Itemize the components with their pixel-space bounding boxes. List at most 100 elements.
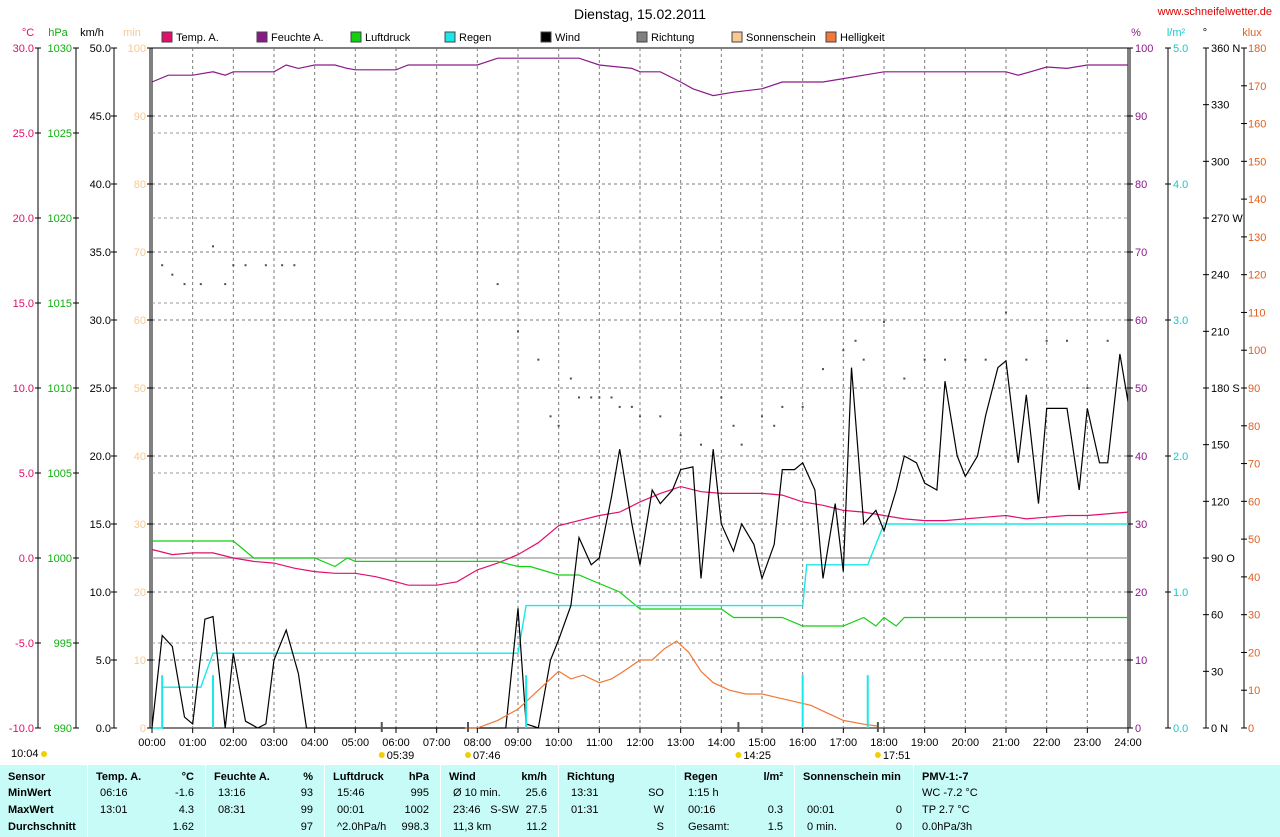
- legend-label: Temp. A.: [176, 32, 219, 44]
- stat-time: 00:16: [688, 804, 716, 816]
- stat-separator: [913, 765, 914, 837]
- rain-axis-tick-label: 3.0: [1173, 315, 1188, 327]
- direction-point: [659, 415, 662, 418]
- temp-axis-unit: °C: [22, 27, 34, 39]
- brightness-axis-tick-label: 150: [1248, 156, 1266, 168]
- humidity-axis-tick-label: 80: [1135, 179, 1147, 191]
- stat-value: 995: [410, 787, 429, 799]
- pressure-axis-tick-label: 1005: [48, 468, 72, 480]
- direction-axis-tick-label: 0 N: [1211, 723, 1228, 735]
- legend-label: Helligkeit: [840, 32, 885, 44]
- direction-point: [903, 377, 906, 380]
- direction-point: [781, 405, 784, 408]
- legend: Temp. A. Feuchte A. Luftdruck Regen Wind Rich…: [161, 31, 885, 44]
- time-label: 16:00: [789, 737, 817, 749]
- direction-point: [854, 339, 857, 342]
- stat-value: 11.2: [526, 821, 547, 833]
- stat-value: 93: [300, 787, 313, 799]
- temp-axis-tick-label: 30.0: [13, 43, 34, 55]
- wind-axis-tick-label: 35.0: [90, 247, 111, 259]
- stat-column: Wind km/h Ø 10 min. 23:46 11,3 km S-SW 25.6 27.…: [441, 765, 559, 837]
- website-url[interactable]: www.schneifelwetter.de: [1157, 6, 1272, 18]
- stat-mid: S-SW: [490, 804, 519, 816]
- direction-axis-tick-label: 240: [1211, 270, 1229, 282]
- time-label: 13:00: [667, 737, 695, 749]
- brightness-axis-tick-label: 120: [1248, 270, 1266, 282]
- wind-axis-tick-label: 0.0: [96, 723, 111, 735]
- stat-time: WC -7.2 °C: [922, 787, 978, 799]
- stat-time: 0.0hPa/3h: [922, 821, 973, 833]
- brightness-axis-unit: klux: [1242, 27, 1262, 39]
- stat-column: Luftdruck hPa 15:46 00:01 ^2.0hPa/h 995 1002 99…: [325, 765, 441, 837]
- time-label: 10:00: [545, 737, 573, 749]
- brightness-axis-tick-label: 50: [1248, 534, 1260, 546]
- stat-time: TP 2.7 °C: [922, 804, 970, 816]
- wind-axis-tick-label: 30.0: [90, 315, 111, 327]
- sun-marker-label: 07:46: [473, 750, 501, 762]
- legend-label: Feuchte A.: [271, 32, 324, 44]
- direction-point: [1086, 387, 1089, 389]
- series-line-temp-a-: [151, 485, 1129, 586]
- temp-axis-tick-label: -10.0: [9, 723, 34, 735]
- time-label: 22:00: [1033, 737, 1061, 749]
- legend-label: Wind: [555, 32, 580, 44]
- stat-head: PMV-1:-7: [922, 771, 969, 783]
- direction-axis-tick-label: 120: [1211, 496, 1229, 508]
- brightness-axis-tick-label: 90: [1248, 383, 1260, 395]
- direction-axis-tick-label: 330: [1211, 100, 1229, 112]
- direction-point: [281, 264, 284, 267]
- direction-point: [822, 368, 824, 371]
- legend-swatch: [444, 31, 456, 43]
- temp-axis-tick-label: 0.0: [19, 553, 34, 565]
- stat-column: Richtung 13:31 01:31 SO W S: [559, 765, 676, 837]
- brightness-axis-tick-label: 100: [1248, 345, 1266, 357]
- direction-point: [171, 273, 174, 276]
- direction-point: [244, 264, 247, 267]
- time-label: 12:00: [626, 737, 654, 749]
- direction-point: [984, 358, 987, 361]
- legend-swatch: [256, 31, 268, 43]
- stat-time: 1:15 h: [688, 787, 719, 799]
- rain-axis-tick-label: 2.0: [1173, 451, 1188, 463]
- time-label: 08:00: [464, 737, 492, 749]
- legend-label: Richtung: [651, 32, 694, 44]
- stat-head: Temp. A.: [96, 771, 142, 783]
- stat-time: Ø 10 min.: [453, 787, 501, 799]
- time-label: 21:00: [992, 737, 1020, 749]
- weather-chart: Dienstag, 15.02.2011 www.schneifelwetter…: [9, 6, 1272, 762]
- direction-point: [183, 283, 186, 286]
- direction-point: [630, 405, 633, 408]
- series-line-feuchte-a-: [151, 57, 1128, 97]
- stat-unit: km/h: [521, 771, 547, 783]
- legend-swatch: [540, 31, 552, 43]
- sun-axis-unit: min: [123, 27, 141, 39]
- sun-axis-tick-label: 80: [134, 179, 146, 191]
- pressure-axis-tick-label: 995: [54, 638, 72, 650]
- stat-time: 23:46: [453, 804, 481, 816]
- direction-point: [1005, 311, 1007, 314]
- legend-swatch: [825, 31, 837, 43]
- wind-axis-tick-label: 5.0: [96, 655, 111, 667]
- direction-point: [212, 245, 214, 248]
- time-label: 17:00: [830, 737, 858, 749]
- sun-axis-tick-label: 0: [140, 723, 146, 735]
- sun-axis-tick-label: 40: [134, 451, 146, 463]
- pressure-axis-unit: hPa: [48, 27, 68, 39]
- direction-point: [720, 396, 723, 399]
- direction-point: [610, 396, 613, 399]
- stat-value: 0: [895, 804, 902, 816]
- stat-value: 1.5: [767, 821, 783, 833]
- statistics-panel: Sensor MinWert MaxWert Durchschnitt Temp. A.…: [0, 765, 1280, 837]
- stat-head: Wind: [449, 771, 476, 783]
- brightness-axis-tick-label: 140: [1248, 194, 1266, 206]
- direction-point: [1106, 339, 1109, 342]
- stat-value: S: [656, 821, 664, 833]
- wind-axis-tick-label: 20.0: [90, 451, 111, 463]
- direction-point: [639, 415, 641, 418]
- stat-separator: [324, 765, 325, 837]
- time-label: 11:00: [586, 737, 613, 749]
- direction-axis-tick-label: 180 S: [1211, 383, 1240, 395]
- stat-time: 15:46: [337, 787, 365, 799]
- direction-axis-tick-label: 30: [1211, 666, 1223, 678]
- direction-axis-tick-label: 210: [1211, 326, 1229, 338]
